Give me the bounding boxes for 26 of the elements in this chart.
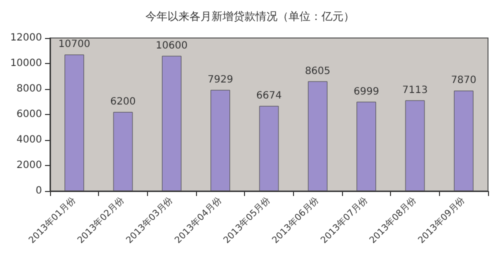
data-label: 6200 [110, 96, 136, 108]
chart-title: 今年以来各月新增贷款情况（单位：亿元） [146, 10, 354, 23]
bar [308, 81, 328, 191]
y-tick-label: 4000 [16, 134, 42, 146]
bar [454, 90, 474, 191]
data-label: 10700 [58, 39, 90, 50]
data-label: 6674 [256, 90, 282, 102]
bar [210, 90, 230, 191]
data-label: 7113 [402, 84, 428, 96]
data-label: 6999 [354, 86, 380, 98]
bar [113, 112, 133, 191]
y-tick-label: 2000 [16, 160, 42, 171]
data-label: 7929 [208, 74, 234, 86]
y-tick-label: 10000 [10, 58, 42, 69]
data-label: 7870 [450, 75, 476, 86]
y-tick-label: 8000 [16, 84, 42, 94]
bar [405, 100, 425, 191]
y-tick-label: 12000 [10, 32, 42, 44]
data-label: 8605 [304, 66, 330, 77]
bar [64, 54, 84, 191]
bar [162, 56, 182, 191]
y-tick-label: 6000 [16, 109, 42, 120]
bar [356, 102, 376, 191]
bar [259, 106, 279, 191]
data-label: 10600 [156, 40, 188, 52]
y-tick-label: 0 [36, 186, 42, 196]
